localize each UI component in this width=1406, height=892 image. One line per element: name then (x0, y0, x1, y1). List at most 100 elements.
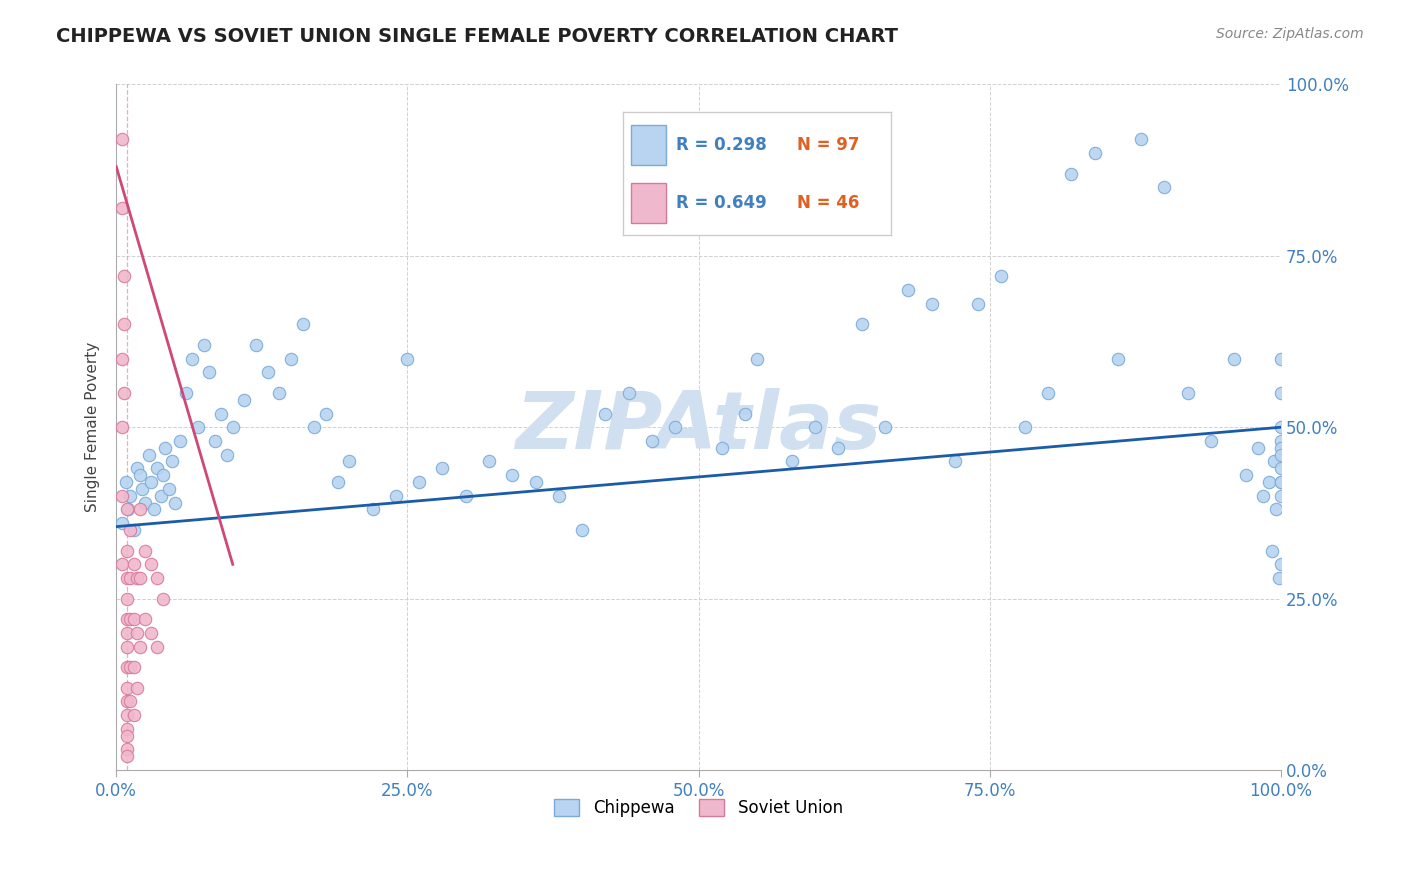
Point (114, 475, 136, 489)
Point (1258, 475, 1281, 489)
Point (122, 558, 145, 572)
Text: Source: ZipAtlas.com: Source: ZipAtlas.com (1216, 27, 1364, 41)
Point (1060, 167, 1083, 181)
Point (128, 502, 150, 516)
Point (146, 571, 169, 585)
Point (408, 475, 430, 489)
Point (967, 297, 990, 311)
Point (127, 681, 149, 695)
Point (454, 489, 477, 503)
Point (127, 571, 149, 585)
Point (122, 708, 145, 723)
Point (827, 441, 849, 455)
Point (291, 318, 314, 332)
Point (127, 626, 149, 640)
Point (187, 420, 209, 434)
Point (851, 318, 873, 332)
Point (524, 475, 547, 489)
Point (115, 660, 138, 674)
Point (233, 392, 256, 407)
Point (146, 461, 169, 475)
Point (1270, 475, 1292, 489)
Point (990, 269, 1012, 284)
Point (1246, 441, 1268, 455)
Point (141, 558, 163, 572)
Point (595, 407, 617, 421)
Point (193, 338, 215, 352)
Point (157, 482, 180, 496)
Point (1267, 571, 1289, 585)
Point (115, 543, 138, 558)
Text: CHIPPEWA VS SOVIET UNION SINGLE FEMALE POVERTY CORRELATION CHART: CHIPPEWA VS SOVIET UNION SINGLE FEMALE P… (56, 27, 898, 45)
Point (120, 694, 142, 708)
Point (115, 626, 138, 640)
Point (128, 640, 150, 654)
Point (734, 407, 756, 421)
Point (117, 502, 139, 516)
Point (1270, 461, 1292, 475)
Point (897, 283, 920, 297)
Point (1036, 386, 1059, 401)
Point (943, 454, 966, 468)
Point (326, 475, 349, 489)
Point (169, 434, 191, 448)
Point (111, 132, 134, 146)
Point (256, 365, 278, 379)
Y-axis label: Single Female Poverty: Single Female Poverty (86, 343, 100, 512)
Point (120, 489, 142, 503)
Point (1270, 441, 1292, 455)
Legend: Chippewa, Soviet Union: Chippewa, Soviet Union (548, 792, 849, 823)
Point (1234, 468, 1257, 483)
Point (571, 523, 593, 537)
Point (204, 434, 226, 448)
Point (131, 482, 153, 496)
Point (111, 351, 134, 366)
Point (142, 502, 165, 516)
Point (122, 523, 145, 537)
Point (111, 558, 134, 572)
Point (122, 612, 145, 626)
Point (112, 386, 135, 401)
Point (1253, 489, 1275, 503)
Point (745, 351, 768, 366)
Point (115, 694, 138, 708)
Point (641, 434, 664, 448)
Point (215, 448, 238, 462)
Point (1153, 180, 1175, 194)
Point (1270, 448, 1292, 462)
Point (138, 448, 160, 462)
Point (873, 420, 896, 434)
Point (174, 386, 197, 401)
Point (385, 489, 408, 503)
Point (1199, 434, 1222, 448)
Point (1270, 420, 1292, 434)
Point (160, 454, 183, 468)
Point (1270, 558, 1292, 572)
Point (128, 468, 150, 483)
Point (209, 407, 232, 421)
Point (1260, 543, 1282, 558)
Point (269, 386, 291, 401)
Point (120, 660, 142, 674)
Point (115, 681, 138, 695)
Point (361, 502, 384, 516)
Point (1270, 489, 1292, 503)
Point (134, 543, 156, 558)
Point (921, 297, 943, 311)
Point (1084, 146, 1107, 161)
Point (152, 468, 174, 483)
Point (1270, 351, 1292, 366)
Point (115, 612, 138, 626)
Point (198, 365, 221, 379)
Point (1014, 420, 1036, 434)
Point (111, 516, 134, 531)
Point (115, 571, 138, 585)
Point (112, 269, 135, 284)
Point (501, 468, 523, 483)
Point (280, 351, 302, 366)
Point (115, 722, 138, 736)
Point (120, 523, 142, 537)
Point (304, 420, 326, 434)
Point (111, 420, 134, 434)
Point (128, 571, 150, 585)
